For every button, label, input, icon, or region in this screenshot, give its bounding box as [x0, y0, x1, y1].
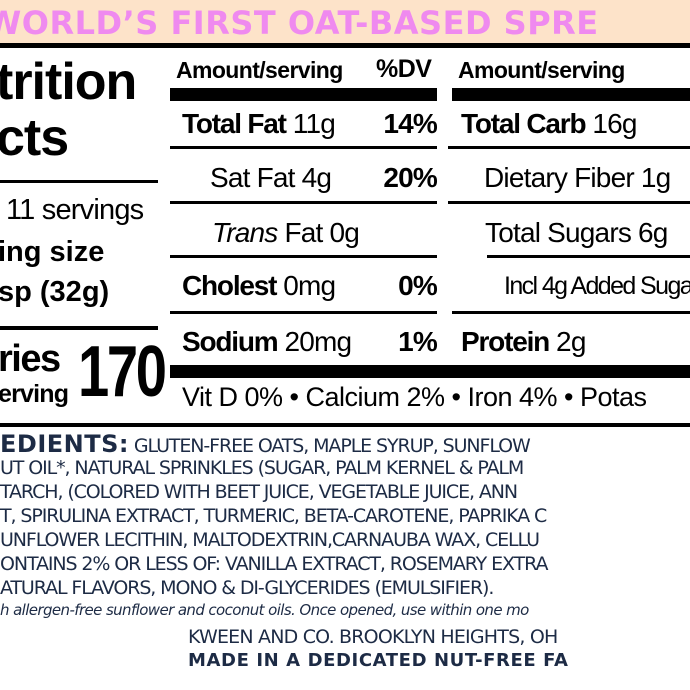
per-serving-label: erving: [0, 380, 69, 408]
ingredients-label: EDIENTS:: [0, 430, 129, 458]
ingredients-line: T, SPIRULINA EXTRACT, TURMERIC, BETA-CAR…: [0, 505, 547, 527]
serving-size-label: ing size: [0, 236, 105, 268]
row-total-carb: Total Carb 16g: [461, 108, 638, 139]
title-line-1: trition: [0, 53, 137, 111]
bottom-rule: [0, 423, 690, 427]
allergen-note: h allergen-free sunflower and coconut oi…: [0, 601, 529, 619]
divider: [0, 180, 158, 183]
row-total-fat: Total Fat 11g: [182, 108, 336, 139]
row-total-sugars: Total Sugars 6g: [485, 217, 668, 248]
ingredients-line: UNFLOWER LECITHIN, MALTODEXTRIN,CARNAUBA…: [0, 529, 540, 551]
thick-rule: [452, 88, 690, 101]
servings-per-container: 11 servings: [6, 194, 144, 226]
ingredients-line: EDIENTS: GLUTEN-FREE OATS, MAPLE SYRUP, …: [0, 430, 531, 458]
serving-size-value: sp (32g): [0, 276, 110, 308]
calories-value: 170: [78, 332, 167, 412]
thick-rule: [170, 365, 690, 378]
divider: [0, 326, 158, 330]
dv-total-fat: 14%: [383, 108, 437, 139]
divider: [170, 255, 437, 258]
company-address: KWEEN AND CO. BROOKLYN HEIGHTS, OH: [188, 626, 558, 648]
dv-sodium: 1%: [398, 326, 438, 357]
ingredients-line: TARCH, (COLORED WITH BEET JUICE, VEGETAB…: [0, 481, 518, 503]
dv-header: %DV: [376, 55, 432, 83]
divider: [170, 201, 437, 204]
row-dietary-fiber: Dietary Fiber 1g: [484, 162, 671, 193]
row-sat-fat: Sat Fat 4g: [210, 162, 332, 193]
row-protein: Protein 2g: [461, 326, 586, 357]
micronutrients: Vit D 0% • Calcium 2% • Iron 4% • Potas: [182, 382, 647, 412]
divider: [487, 255, 690, 258]
thick-rule: [170, 88, 437, 101]
ingredients-line: UT OIL*, NATURAL SPRINKLES (SUGAR, PALM …: [0, 457, 524, 479]
title-line-2: cts: [0, 109, 69, 167]
divider: [452, 311, 690, 314]
ingredients-line: ONTAINS 2% OR LESS OF: VANILLA EXTRACT, …: [0, 553, 548, 575]
divider: [170, 146, 437, 149]
nut-free-statement: MADE IN A DEDICATED NUT-FREE FA: [188, 650, 569, 671]
amount-header: Amount/serving: [458, 57, 625, 83]
dv-sat-fat: 20%: [383, 162, 437, 193]
row-cholesterol: Cholest 0mg: [182, 270, 336, 301]
divider: [170, 311, 437, 314]
row-trans-fat: Trans Fat 0g: [212, 217, 360, 248]
divider: [448, 201, 690, 204]
top-rule: [0, 43, 690, 48]
row-sodium: Sodium 20mg: [182, 326, 352, 357]
dv-cholesterol: 0%: [398, 270, 438, 301]
slogan-banner: WORLD’S FIRST OAT-BASED SPRE: [0, 0, 690, 44]
ingredients-line: ATURAL FLAVORS, MONO & DI-GLYCERIDES (EM…: [0, 577, 494, 599]
slogan-text: WORLD’S FIRST OAT-BASED SPRE: [0, 4, 599, 42]
row-added-sugars: Incl 4g Added Sugar: [504, 272, 690, 300]
divider: [448, 146, 690, 149]
calories-label: ries: [0, 338, 61, 380]
amount-header: Amount/serving: [176, 57, 343, 83]
